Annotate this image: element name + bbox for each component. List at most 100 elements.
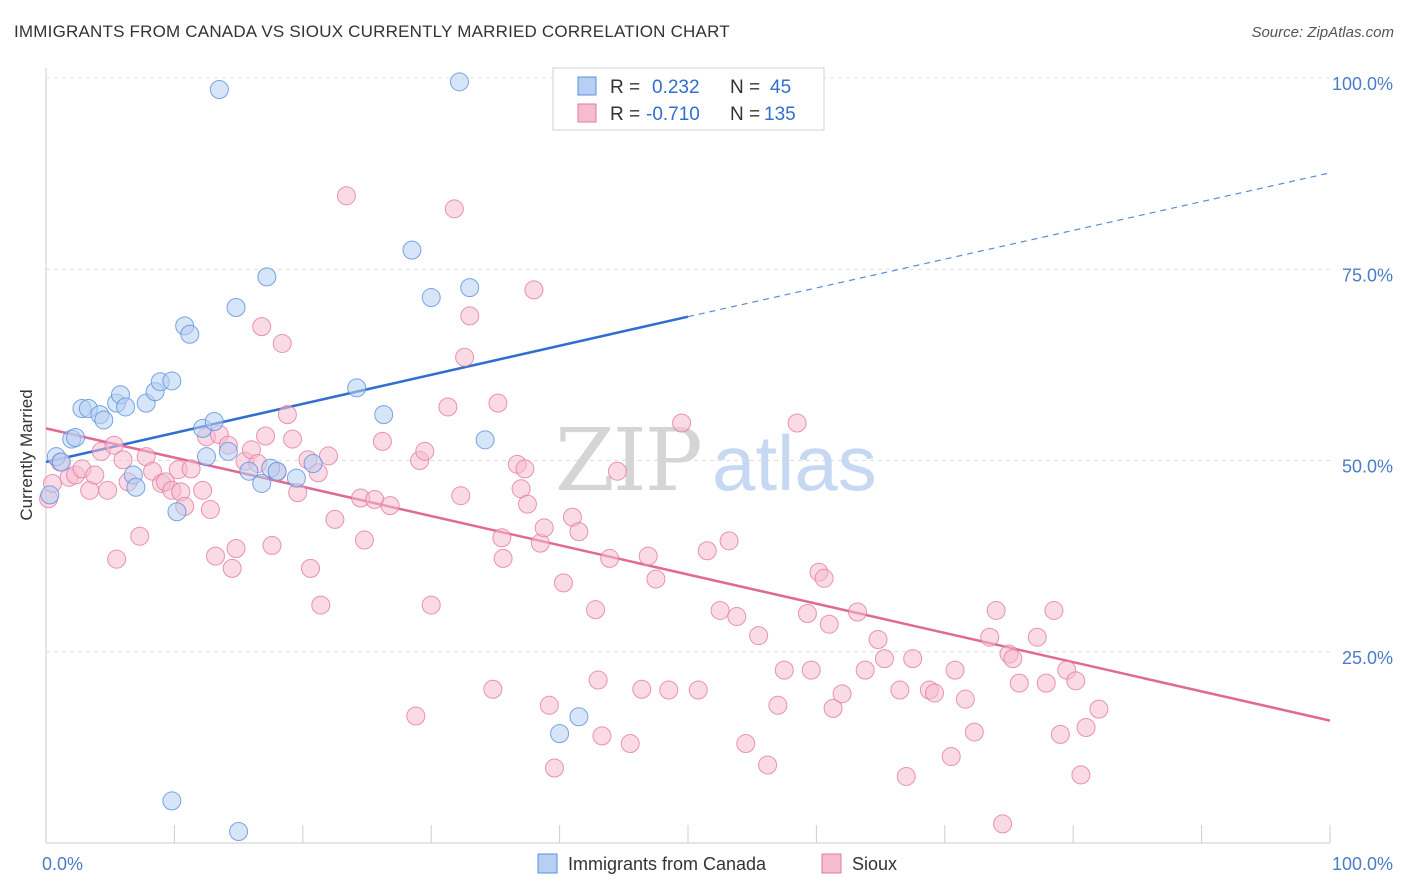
point-sioux bbox=[318, 446, 338, 466]
point-sioux bbox=[1036, 673, 1056, 693]
point-sioux bbox=[814, 568, 834, 588]
point-canada bbox=[204, 411, 224, 431]
point-sioux bbox=[104, 435, 124, 455]
point-sioux bbox=[638, 546, 658, 566]
legend-swatch-canada bbox=[537, 853, 558, 874]
point-canada bbox=[347, 378, 367, 398]
point-canada bbox=[229, 822, 249, 842]
point-canada bbox=[252, 473, 272, 493]
point-sioux bbox=[896, 766, 916, 786]
point-sioux bbox=[823, 698, 843, 718]
point-canada bbox=[197, 447, 216, 467]
point-sioux bbox=[941, 747, 961, 767]
point-sioux bbox=[588, 670, 608, 690]
chart-source: Source: ZipAtlas.com bbox=[1251, 24, 1394, 41]
point-canada bbox=[218, 441, 238, 461]
point-sioux bbox=[868, 630, 888, 650]
stats-swatch-blue bbox=[577, 76, 597, 96]
point-sioux bbox=[415, 441, 435, 461]
point-sioux bbox=[993, 814, 1013, 834]
stats-r-value-1: 0.232 bbox=[652, 77, 700, 98]
point-sioux bbox=[986, 600, 1006, 620]
point-sioux bbox=[256, 426, 276, 446]
point-sioux bbox=[483, 679, 503, 699]
point-canada bbox=[180, 324, 200, 344]
point-canada bbox=[116, 397, 136, 417]
y-tick-label: 75.0% bbox=[1342, 265, 1393, 285]
stats-r-label-2: R = bbox=[610, 104, 640, 125]
legend-swatch-sioux bbox=[821, 853, 842, 874]
watermark-atlas: atlas bbox=[712, 419, 877, 507]
point-canada bbox=[286, 468, 306, 488]
point-canada bbox=[303, 454, 323, 474]
point-sioux bbox=[524, 280, 544, 300]
point-sioux bbox=[113, 450, 133, 470]
point-canada bbox=[460, 278, 480, 298]
point-sioux bbox=[200, 499, 220, 519]
point-canada bbox=[402, 240, 422, 260]
point-sioux bbox=[534, 518, 554, 538]
point-canada bbox=[94, 410, 114, 430]
point-sioux bbox=[964, 722, 984, 742]
y-tick-label: 100.0% bbox=[1332, 74, 1393, 94]
stats-swatch-pink bbox=[577, 103, 597, 123]
point-sioux bbox=[749, 626, 769, 646]
legend-label-canada: Immigrants from Canada bbox=[568, 854, 767, 874]
point-canada bbox=[449, 72, 469, 92]
point-sioux bbox=[819, 614, 839, 634]
point-sioux bbox=[380, 496, 400, 516]
stats-r-label-1: R = bbox=[610, 77, 640, 98]
point-sioux bbox=[272, 333, 292, 353]
point-canada bbox=[162, 371, 182, 391]
axes: 25.0% 50.0% 75.0% 100.0% 0.0% 100.0% bbox=[42, 68, 1393, 874]
point-sioux bbox=[1050, 724, 1070, 744]
stats-legend: R = 0.232 N = 45 R = -0.710 N = 135 bbox=[552, 67, 825, 131]
legend-label-sioux: Sioux bbox=[852, 854, 897, 874]
point-canada bbox=[569, 707, 589, 727]
y-tick-label: 50.0% bbox=[1342, 457, 1393, 477]
point-sioux bbox=[592, 726, 612, 746]
point-sioux bbox=[832, 684, 852, 704]
point-sioux bbox=[569, 522, 589, 542]
point-sioux bbox=[727, 607, 747, 627]
stats-n-value-2: 135 bbox=[764, 104, 796, 125]
point-sioux bbox=[354, 530, 374, 550]
point-sioux bbox=[758, 755, 778, 775]
stats-r-value-2: -0.710 bbox=[646, 104, 700, 125]
point-sioux bbox=[955, 689, 975, 709]
point-sioux bbox=[710, 600, 730, 620]
point-sioux bbox=[451, 486, 471, 506]
point-canada bbox=[374, 405, 394, 425]
point-sioux bbox=[797, 604, 817, 623]
point-sioux bbox=[488, 393, 508, 413]
point-sioux bbox=[697, 541, 717, 561]
point-sioux bbox=[903, 649, 923, 669]
point-canada bbox=[167, 502, 187, 522]
point-canada bbox=[421, 288, 441, 308]
point-sioux bbox=[1027, 627, 1047, 647]
point-sioux bbox=[421, 595, 441, 615]
point-sioux bbox=[85, 465, 105, 485]
point-sioux bbox=[607, 461, 627, 481]
point-sioux bbox=[620, 734, 640, 754]
x-tick-label-min: 0.0% bbox=[42, 854, 83, 874]
point-canada bbox=[162, 791, 182, 811]
series-legend: Immigrants from Canada Sioux bbox=[537, 853, 897, 874]
point-canada bbox=[239, 461, 259, 481]
trend-line-canada bbox=[45, 315, 689, 464]
point-sioux bbox=[874, 649, 894, 669]
stats-n-label-2: N = bbox=[730, 104, 760, 125]
point-sioux bbox=[181, 459, 201, 479]
point-sioux bbox=[980, 627, 1000, 647]
point-sioux bbox=[262, 535, 282, 555]
point-sioux bbox=[325, 509, 345, 529]
stats-n-label-1: N = bbox=[730, 77, 760, 98]
point-sioux bbox=[406, 706, 426, 726]
point-sioux bbox=[632, 679, 652, 699]
point-sioux bbox=[515, 459, 535, 479]
point-sioux bbox=[736, 734, 756, 754]
point-sioux bbox=[646, 569, 666, 589]
point-sioux bbox=[283, 429, 303, 449]
point-sioux bbox=[130, 526, 150, 546]
